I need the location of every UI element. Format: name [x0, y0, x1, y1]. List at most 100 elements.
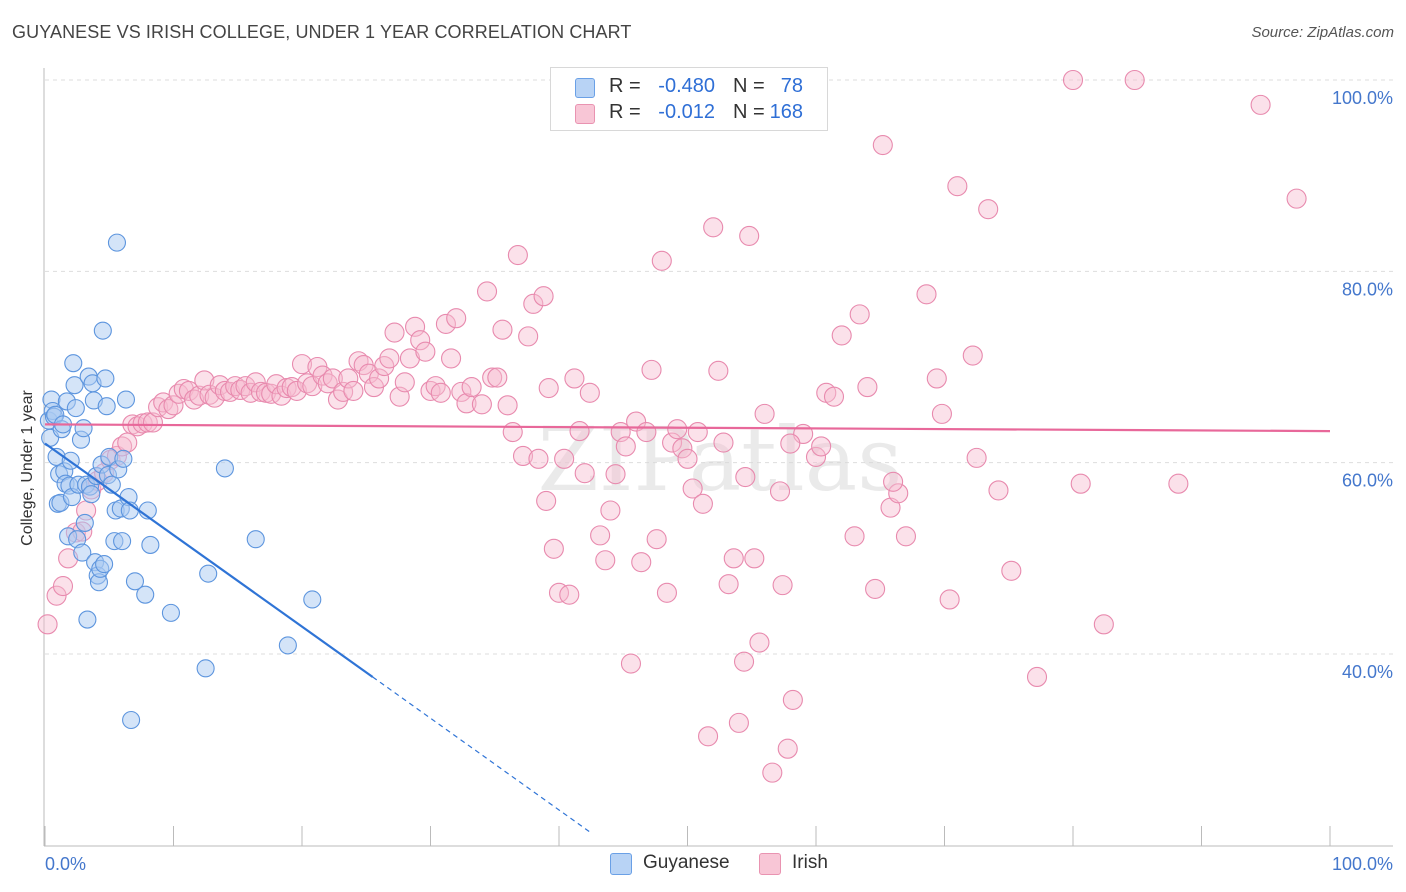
irish-point	[782, 689, 803, 710]
guyanese-trend-extension	[372, 676, 592, 834]
guyanese-point	[75, 513, 94, 532]
irish-point	[564, 368, 585, 389]
irish-point	[163, 395, 184, 416]
irish-point	[579, 382, 600, 403]
irish-point	[291, 354, 313, 375]
irish-point	[502, 422, 523, 443]
r-label: R =	[609, 101, 641, 123]
irish-point	[333, 381, 354, 402]
guyanese-point	[78, 610, 97, 629]
irish-point	[811, 436, 832, 457]
irish-point	[384, 322, 405, 343]
irish-point	[430, 382, 451, 403]
guyanese-point	[161, 603, 180, 622]
irish-point	[451, 381, 472, 402]
guyanese-point	[125, 572, 144, 591]
series-legend: Guyanese Irish	[0, 852, 1406, 878]
irish-point	[651, 250, 672, 271]
irish-point	[888, 483, 909, 504]
irish-point	[507, 245, 528, 266]
irish-point	[631, 552, 652, 573]
guyanese-point	[64, 354, 83, 373]
irish-swatch	[759, 853, 781, 875]
irish-point	[1093, 614, 1114, 635]
irish-point	[708, 360, 729, 381]
irish-trend-line	[44, 423, 1331, 433]
irish-point	[687, 422, 708, 443]
irish-point	[415, 341, 436, 362]
guyanese-point	[113, 532, 132, 551]
y-tick-label: 40.0%	[1342, 662, 1393, 682]
irish-point	[916, 284, 937, 305]
irish-point	[988, 480, 1009, 501]
irish-point	[1062, 69, 1084, 91]
irish-point	[739, 225, 760, 246]
irish-point	[399, 348, 420, 369]
y-tick-label: 60.0%	[1342, 471, 1393, 491]
irish-point	[461, 377, 482, 398]
irish-point	[343, 380, 364, 401]
irish-point	[471, 394, 492, 415]
irish-point	[728, 712, 749, 733]
irish-point	[338, 368, 359, 389]
y-tick-label: 80.0%	[1342, 279, 1393, 299]
guyanese-point	[215, 459, 234, 478]
irish-point	[245, 372, 266, 393]
irish-point	[410, 330, 431, 351]
irish-point	[482, 367, 503, 388]
n-value: 168	[769, 101, 803, 123]
guyanese-point	[107, 233, 127, 252]
guyanese-point	[196, 659, 215, 678]
irish-point	[137, 412, 158, 433]
irish-point	[435, 313, 456, 335]
irish-point	[528, 448, 549, 469]
irish-point	[52, 576, 74, 597]
irish-point	[379, 348, 400, 369]
r-value: -0.012	[658, 101, 715, 123]
irish-point	[1286, 188, 1307, 209]
irish-point	[926, 368, 947, 389]
irish-point	[962, 345, 983, 366]
legend-label: Irish	[792, 852, 828, 873]
guyanese-point	[246, 530, 265, 549]
irish-point	[569, 421, 590, 442]
irish-point	[302, 376, 323, 397]
irish-point	[636, 422, 657, 443]
irish-point	[204, 387, 225, 408]
x-tick-label: 0.0%	[45, 854, 86, 874]
irish-point	[939, 589, 960, 610]
irish-point	[749, 632, 770, 653]
irish-point	[692, 493, 713, 514]
irish-point	[805, 446, 827, 467]
irish-point	[548, 582, 570, 603]
irish-point	[595, 550, 616, 571]
irish-point	[497, 395, 518, 416]
irish-point	[677, 448, 698, 469]
irish-point	[235, 376, 256, 397]
irish-point	[533, 286, 554, 307]
irish-point	[646, 529, 667, 550]
irish-point	[1001, 560, 1022, 581]
y-tick-labels: 100.0% 80.0% 60.0% 40.0%	[1332, 88, 1393, 682]
irish-point	[1124, 69, 1145, 91]
irish-point	[883, 471, 904, 492]
n-value: 78	[780, 75, 803, 97]
irish-point	[189, 385, 210, 406]
irish-point	[518, 326, 539, 347]
irish-point	[667, 419, 688, 440]
irish-point	[849, 304, 870, 325]
chart-source: Source: ZipAtlas.com	[1251, 24, 1394, 41]
irish-point	[543, 538, 564, 559]
r-label: R =	[609, 75, 641, 97]
x-tick-labels: 0.0% 100.0%	[45, 854, 1393, 874]
guyanese-point	[65, 376, 84, 395]
irish-point	[823, 386, 845, 407]
irish-point	[769, 481, 791, 502]
irish-point	[626, 411, 647, 432]
r-value: -0.480	[658, 75, 715, 97]
irish-point	[425, 376, 446, 397]
irish-point	[931, 403, 952, 424]
guyanese-point	[96, 369, 115, 388]
irish-point	[559, 584, 580, 605]
x-tick-label: 100.0%	[1332, 854, 1393, 874]
